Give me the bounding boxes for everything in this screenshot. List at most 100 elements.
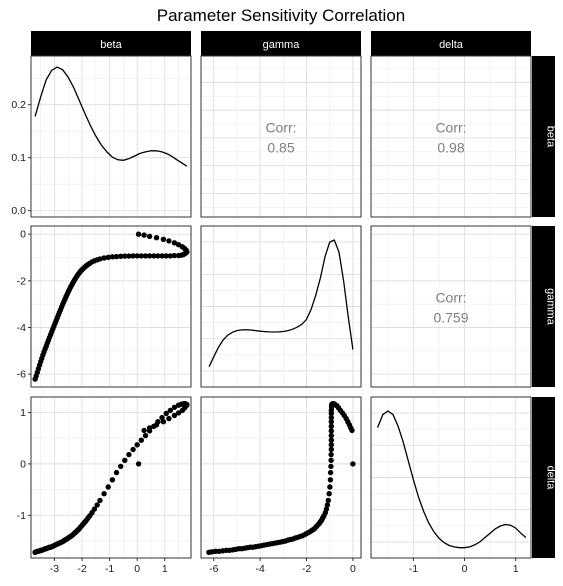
density-line-gamma [208,239,354,367]
scatter-point [323,506,330,512]
scatter-point [328,414,334,421]
scatter-point [130,446,136,453]
y-tick-label: 0.0 [11,205,26,217]
strip-col-beta [31,31,191,56]
panel-delta-gamma: -6 -4 -2 0 [200,396,362,575]
panel-beta-delta: Corr: 0.98 [370,55,532,218]
strip-row-beta [532,56,555,217]
scatter-point [328,446,334,453]
panel-background [201,397,361,558]
y-tick-label: -4 [17,322,26,334]
x-tick-label: 0 [350,563,356,575]
x-tick-label: -6 [209,563,218,575]
scatter-point [134,253,140,259]
scatter-point [160,236,167,242]
strip-col-label-delta: delta [439,39,464,51]
scatter-point [328,451,334,458]
x-tick-label: 1 [162,563,168,575]
scatter-point [91,506,98,512]
scatter-point [179,407,186,414]
x-tick-label: -1 [105,563,114,575]
scatter-point [138,253,144,259]
scatter-point [155,253,161,259]
scatter-point [328,457,334,463]
panels-layer: beta gamma delta beta gamma delta 0.0 0.1 0.2 Cor… [11,31,557,575]
scatter-point [175,410,182,416]
scatter-point [146,253,153,259]
scatter-point [159,414,165,421]
scatter-point [175,242,182,248]
scatter-point [327,469,334,476]
scatter-point [328,423,334,429]
scatter-point [328,432,334,439]
panel-beta-beta: 0.0 0.1 0.2 [11,55,192,218]
y-tick-label: -2 [17,275,26,287]
x-tick-label: -1 [409,563,418,575]
scatter-point [141,427,147,434]
panel-border [30,55,192,218]
scatter-point [142,253,149,259]
scatter-point [122,457,128,463]
scatter-point [328,419,334,425]
panel-gamma-beta: -6 -4 -2 0 [17,225,192,388]
y-tick-label: -6 [17,369,26,381]
scatter-point [135,461,142,467]
scatter-point [138,437,144,443]
scatter-point [167,253,173,259]
scatter-point [126,253,132,259]
scatter-point [101,255,107,261]
scatter-point [163,253,169,259]
scatter-point [146,233,153,239]
scatter-point [212,548,219,554]
scatter-point [326,491,332,497]
chart-title: Parameter Sensitivity Correlation [157,6,405,25]
panel-beta-gamma: Corr: 0.85 [200,55,362,218]
y-tick-label: 0.2 [11,99,26,111]
scatter-point [328,463,334,470]
scatter-point [171,240,178,246]
y-tick-label: 0 [20,458,26,470]
scatter-point [350,461,356,467]
strip-col-label-gamma: gamma [263,39,301,51]
panel-background [371,56,531,217]
scatter-point [142,432,149,439]
scatter-point [97,497,103,504]
scatter-point [105,254,111,260]
scatter-point [122,253,128,259]
scatter-point [171,404,178,410]
scatter-point [328,428,334,434]
scatter-point [171,252,178,259]
strip-col-delta [371,31,531,56]
scatter-point [167,407,173,414]
panel-background [31,56,191,217]
scatter-point [101,491,107,497]
scatter-point [113,469,120,476]
panel-background [31,226,191,387]
panel-border [200,396,362,559]
panel-border [200,225,362,388]
y-tick-label: -1 [17,510,26,522]
panel-gamma-delta: Corr: 0.759 [370,225,532,388]
scatter-point [134,442,140,448]
panel-border [30,225,192,388]
y-tick-label: 0.1 [11,152,26,164]
corr-value: 0.85 [267,140,294,156]
scatter-point [166,415,172,422]
scatter-point [146,425,153,431]
strip-row-gamma [532,226,555,387]
scatter-point [109,477,116,483]
scatter-point [166,238,172,244]
strip-row-delta [532,397,555,558]
strip-col-label-beta: beta [100,39,122,51]
density-line-delta [376,410,527,549]
scatter-point [159,253,165,259]
panel-delta-delta: -1 0 1 [370,396,532,575]
scatter-point [327,484,333,490]
scatter-point [328,442,334,448]
x-tick-label: 1 [513,563,519,575]
x-tick-label: 0 [462,563,468,575]
scatter-point [349,427,355,434]
scatter-point [171,412,178,419]
scatter-point [153,235,160,241]
scatter-point [160,419,167,425]
